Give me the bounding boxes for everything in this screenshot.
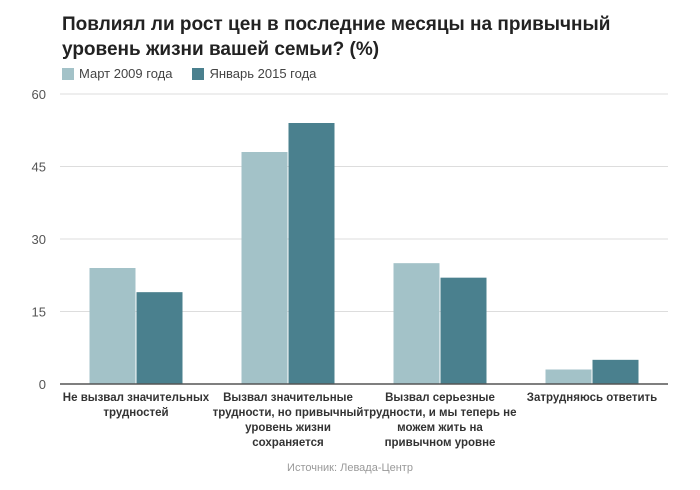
- bar-2015-3: [440, 277, 487, 384]
- bar-2015-2: [288, 123, 335, 384]
- legend-item-2009: Март 2009 года: [62, 66, 172, 81]
- source-note: Источник: Левада-Центр: [287, 462, 413, 474]
- y-tick-label: 30: [32, 232, 46, 247]
- x-tick-label: уровень жизни: [245, 422, 331, 434]
- legend-label-2009: Март 2009 года: [79, 66, 173, 81]
- y-tick-label: 60: [32, 87, 46, 102]
- bar-2015-1: [136, 292, 183, 384]
- chart-title: Повлиял ли рост цен в последние месяцы н…: [62, 14, 611, 60]
- bar-2009-1: [89, 268, 136, 384]
- bar-2015-4: [592, 359, 639, 384]
- x-tick-label: сохраняется: [252, 437, 323, 449]
- x-tick-label: трудности, но привычный: [213, 407, 364, 419]
- bar-2009-2: [241, 152, 288, 384]
- legend-item-2015: Январь 2015 года: [192, 66, 316, 81]
- x-tick-label: Вызвал серьезные: [385, 392, 495, 404]
- bar-2009-4: [545, 369, 592, 384]
- x-tick-label: Не вызвал значительных: [63, 392, 210, 404]
- x-tick-label: трудностей: [103, 407, 168, 419]
- legend-swatch-2015: [192, 67, 205, 80]
- legend-label-2015: Январь 2015 года: [209, 66, 317, 81]
- bar-chart: 60 45 30 15 0 Не вызвал значительных трудносте…: [32, 87, 668, 449]
- x-tick-label: трудности, и мы теперь не: [363, 407, 516, 419]
- x-tick-label: привычном уровне: [385, 437, 496, 449]
- y-tick-label: 0: [39, 377, 46, 392]
- legend-swatch-2009: [62, 67, 74, 80]
- bar-2009-3: [393, 263, 440, 384]
- x-tick-label: Вызвал значительные: [223, 392, 353, 404]
- y-tick-label: 15: [32, 305, 46, 320]
- x-tick-label: можем жить на: [397, 422, 483, 434]
- x-tick-label: Затрудняюсь ответить: [527, 392, 657, 404]
- y-tick-label: 45: [32, 160, 46, 175]
- legend: Март 2009 года Январь 2015 года: [62, 66, 336, 81]
